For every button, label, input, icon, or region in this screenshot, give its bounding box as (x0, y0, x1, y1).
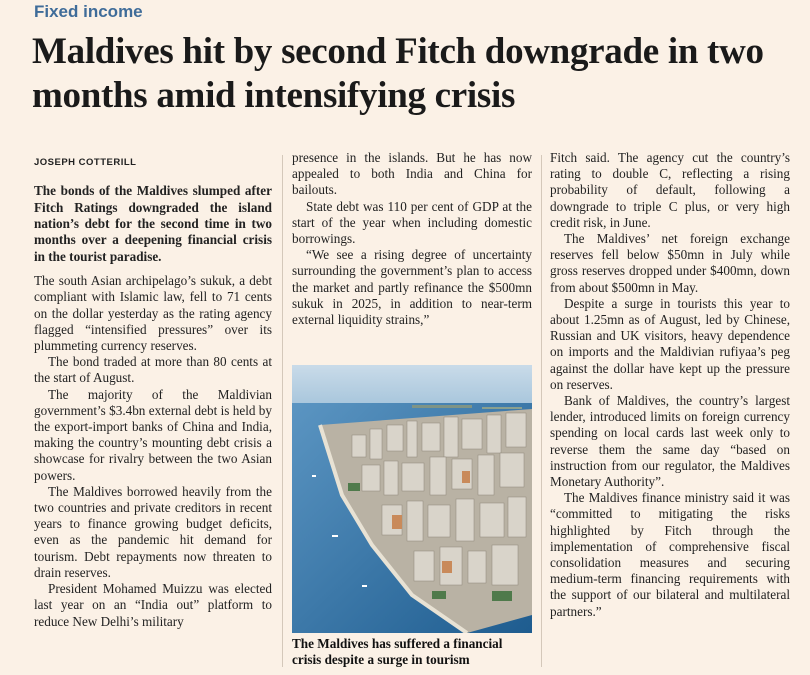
body-paragraph: State debt was 110 per cent of GDP at th… (292, 198, 532, 247)
photo-caption: The Maldives has suffered a financial cr… (292, 636, 503, 668)
body-paragraph: Despite a surge in tourists this year to… (550, 295, 790, 392)
body-paragraph: President Mohamed Muizzu was elected las… (34, 581, 272, 629)
article-column-2: presence in the islands. But he has now … (292, 150, 532, 328)
byline: JOSEPH COTTERILL (34, 157, 137, 168)
body-paragraph: The Maldives borrowed heavily from the t… (34, 483, 272, 580)
section-label: Fixed income (34, 2, 143, 21)
column-divider (282, 155, 283, 667)
body-paragraph: The Maldives finance ministry said it wa… (550, 490, 790, 619)
body-paragraph: The south Asian archipelago’s sukuk, a d… (34, 273, 272, 354)
article-column-3: Fitch said. The agency cut the country’s… (550, 150, 790, 620)
article-photo (292, 365, 532, 633)
body-paragraph: Fitch said. The agency cut the country’s… (550, 150, 790, 230)
body-paragraph: The bond traded at more than 80 cents at… (34, 354, 272, 386)
body-paragraph: The Maldives’ net foreign exchange reser… (550, 231, 790, 295)
headline: Maldives hit by second Fitch downgrade i… (32, 31, 764, 116)
body-paragraph: Bank of Maldives, the country’s largest … (550, 393, 790, 490)
standfirst: The bonds of the Maldives slumped after … (34, 183, 272, 264)
body-paragraph: “We see a rising degree of uncertainty s… (292, 247, 532, 328)
body-paragraph: presence in the islands. But he has now … (292, 150, 532, 198)
body-paragraph: The majority of the Maldivian government… (34, 386, 272, 483)
aerial-city-photo (292, 365, 532, 633)
article-column-1: JOSEPH COTTERILL The bonds of the Maldiv… (34, 150, 272, 630)
column-divider (541, 155, 542, 667)
